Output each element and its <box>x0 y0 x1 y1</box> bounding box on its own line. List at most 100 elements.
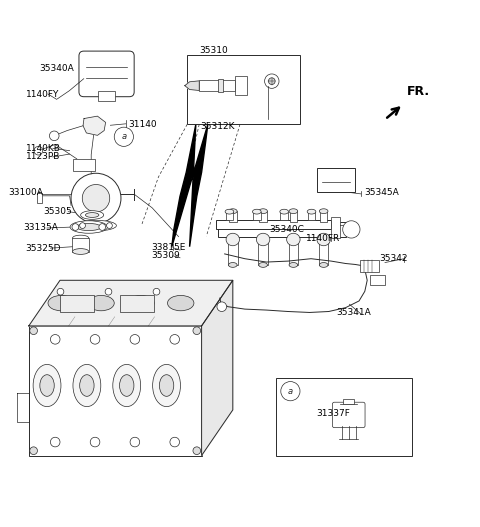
Ellipse shape <box>307 209 316 214</box>
Bar <box>360 260 379 272</box>
Circle shape <box>82 184 110 212</box>
Circle shape <box>130 335 140 344</box>
Bar <box>343 399 354 404</box>
Text: 1140FY: 1140FY <box>26 90 60 99</box>
Text: 31140: 31140 <box>129 120 157 129</box>
Circle shape <box>72 223 79 230</box>
Polygon shape <box>83 116 106 135</box>
Bar <box>72 238 89 251</box>
Text: 1123PB: 1123PB <box>26 152 61 161</box>
Ellipse shape <box>289 209 298 213</box>
Text: 1140KB: 1140KB <box>26 144 61 153</box>
Circle shape <box>50 335 60 344</box>
Circle shape <box>153 288 160 295</box>
Circle shape <box>34 147 43 155</box>
Bar <box>216 220 331 229</box>
Ellipse shape <box>168 296 194 311</box>
Ellipse shape <box>159 375 174 396</box>
Text: 33135A: 33135A <box>23 223 58 232</box>
Circle shape <box>80 223 85 229</box>
Circle shape <box>281 382 300 401</box>
Text: FR.: FR. <box>407 85 430 99</box>
Bar <box>308 212 315 220</box>
Ellipse shape <box>72 249 89 255</box>
Bar <box>280 212 288 220</box>
Text: 35325D: 35325D <box>25 243 60 252</box>
Ellipse shape <box>280 209 288 214</box>
Bar <box>253 212 261 220</box>
Polygon shape <box>29 280 233 326</box>
Ellipse shape <box>319 262 328 267</box>
Bar <box>37 193 42 203</box>
Circle shape <box>105 288 112 295</box>
Bar <box>317 169 355 191</box>
Ellipse shape <box>317 233 330 246</box>
Text: 31337F: 31337F <box>316 409 350 418</box>
Ellipse shape <box>252 209 261 214</box>
Ellipse shape <box>287 233 300 246</box>
Circle shape <box>49 131 59 141</box>
Bar <box>199 80 235 91</box>
FancyBboxPatch shape <box>79 51 134 96</box>
Bar <box>276 378 412 456</box>
Bar <box>289 211 297 222</box>
Ellipse shape <box>85 212 99 218</box>
Bar <box>60 296 94 312</box>
Circle shape <box>30 327 37 335</box>
Bar <box>370 275 385 285</box>
Text: a: a <box>288 387 293 396</box>
FancyBboxPatch shape <box>332 402 365 427</box>
Bar <box>258 239 268 265</box>
Circle shape <box>170 437 180 447</box>
Text: 35340A: 35340A <box>40 64 74 73</box>
Text: 33100A: 33100A <box>9 188 44 197</box>
Bar <box>29 326 202 455</box>
Circle shape <box>264 74 279 89</box>
Bar <box>73 159 95 171</box>
Ellipse shape <box>88 296 114 311</box>
Circle shape <box>193 447 201 455</box>
Circle shape <box>99 223 106 230</box>
Circle shape <box>30 447 37 455</box>
Text: 35309: 35309 <box>151 251 180 260</box>
Text: 35312K: 35312K <box>201 122 235 131</box>
Text: 35305: 35305 <box>43 207 72 216</box>
Text: 33815E: 33815E <box>151 243 186 252</box>
Bar <box>229 211 237 222</box>
Text: 35341A: 35341A <box>336 308 371 317</box>
Bar <box>288 239 298 265</box>
Ellipse shape <box>228 209 237 213</box>
Circle shape <box>114 127 133 147</box>
Text: 1140FR: 1140FR <box>306 234 340 243</box>
Bar <box>187 55 300 124</box>
Ellipse shape <box>81 211 104 219</box>
Bar <box>226 212 233 220</box>
Ellipse shape <box>73 364 101 407</box>
Circle shape <box>170 335 180 344</box>
Ellipse shape <box>33 364 61 407</box>
Ellipse shape <box>259 209 267 213</box>
Bar <box>320 211 327 222</box>
Bar <box>218 79 223 92</box>
Ellipse shape <box>72 235 89 241</box>
Ellipse shape <box>113 364 141 407</box>
Ellipse shape <box>48 296 74 311</box>
Bar <box>120 296 154 312</box>
Bar <box>218 222 346 237</box>
Ellipse shape <box>256 233 270 246</box>
Bar <box>259 211 267 222</box>
Bar <box>319 239 328 265</box>
Bar <box>331 217 340 238</box>
Circle shape <box>343 221 360 238</box>
Circle shape <box>268 78 275 84</box>
Circle shape <box>71 173 121 223</box>
Bar <box>228 239 238 265</box>
Ellipse shape <box>153 364 180 407</box>
Text: a: a <box>121 132 126 141</box>
Ellipse shape <box>289 262 298 267</box>
Text: 35345A: 35345A <box>364 188 398 197</box>
Ellipse shape <box>75 220 117 231</box>
Ellipse shape <box>226 233 240 246</box>
Bar <box>98 91 115 101</box>
Text: 35310: 35310 <box>199 46 228 55</box>
